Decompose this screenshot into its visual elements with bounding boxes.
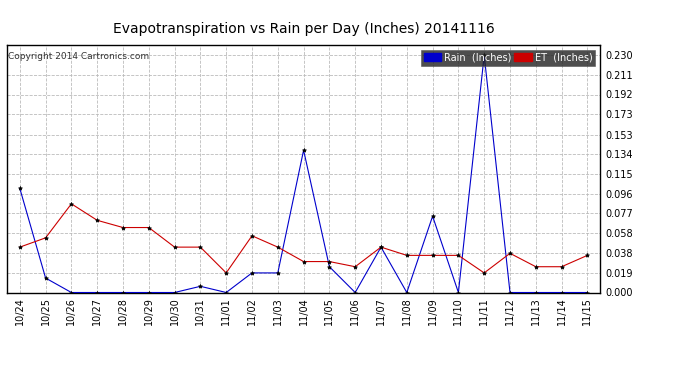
Text: Evapotranspiration vs Rain per Day (Inches) 20141116: Evapotranspiration vs Rain per Day (Inch…	[112, 22, 495, 36]
Text: Copyright 2014 Cartronics.com: Copyright 2014 Cartronics.com	[8, 53, 149, 62]
Legend: Rain  (Inches), ET  (Inches): Rain (Inches), ET (Inches)	[421, 50, 595, 66]
